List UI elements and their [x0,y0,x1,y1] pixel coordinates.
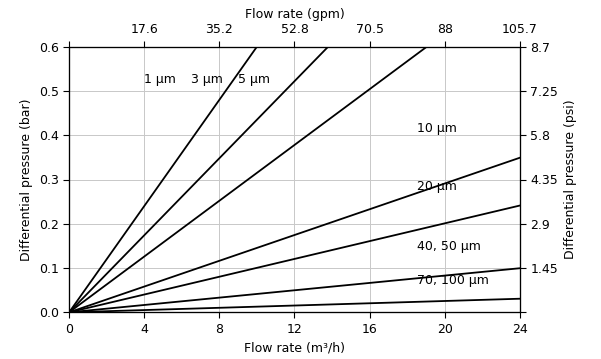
Text: 1 μm: 1 μm [144,73,176,87]
Text: 70, 100 μm: 70, 100 μm [416,274,489,287]
Text: 40, 50 μm: 40, 50 μm [416,240,480,253]
Y-axis label: Differential pressure (bar): Differential pressure (bar) [20,98,33,261]
Text: 20 μm: 20 μm [416,180,456,193]
Y-axis label: Differential pressure (psi): Differential pressure (psi) [564,100,577,259]
Text: 5 μm: 5 μm [238,73,270,87]
X-axis label: Flow rate (gpm): Flow rate (gpm) [245,8,344,21]
Text: 3 μm: 3 μm [191,73,223,87]
Text: 10 μm: 10 μm [416,122,456,135]
X-axis label: Flow rate (m³/h): Flow rate (m³/h) [244,341,345,354]
